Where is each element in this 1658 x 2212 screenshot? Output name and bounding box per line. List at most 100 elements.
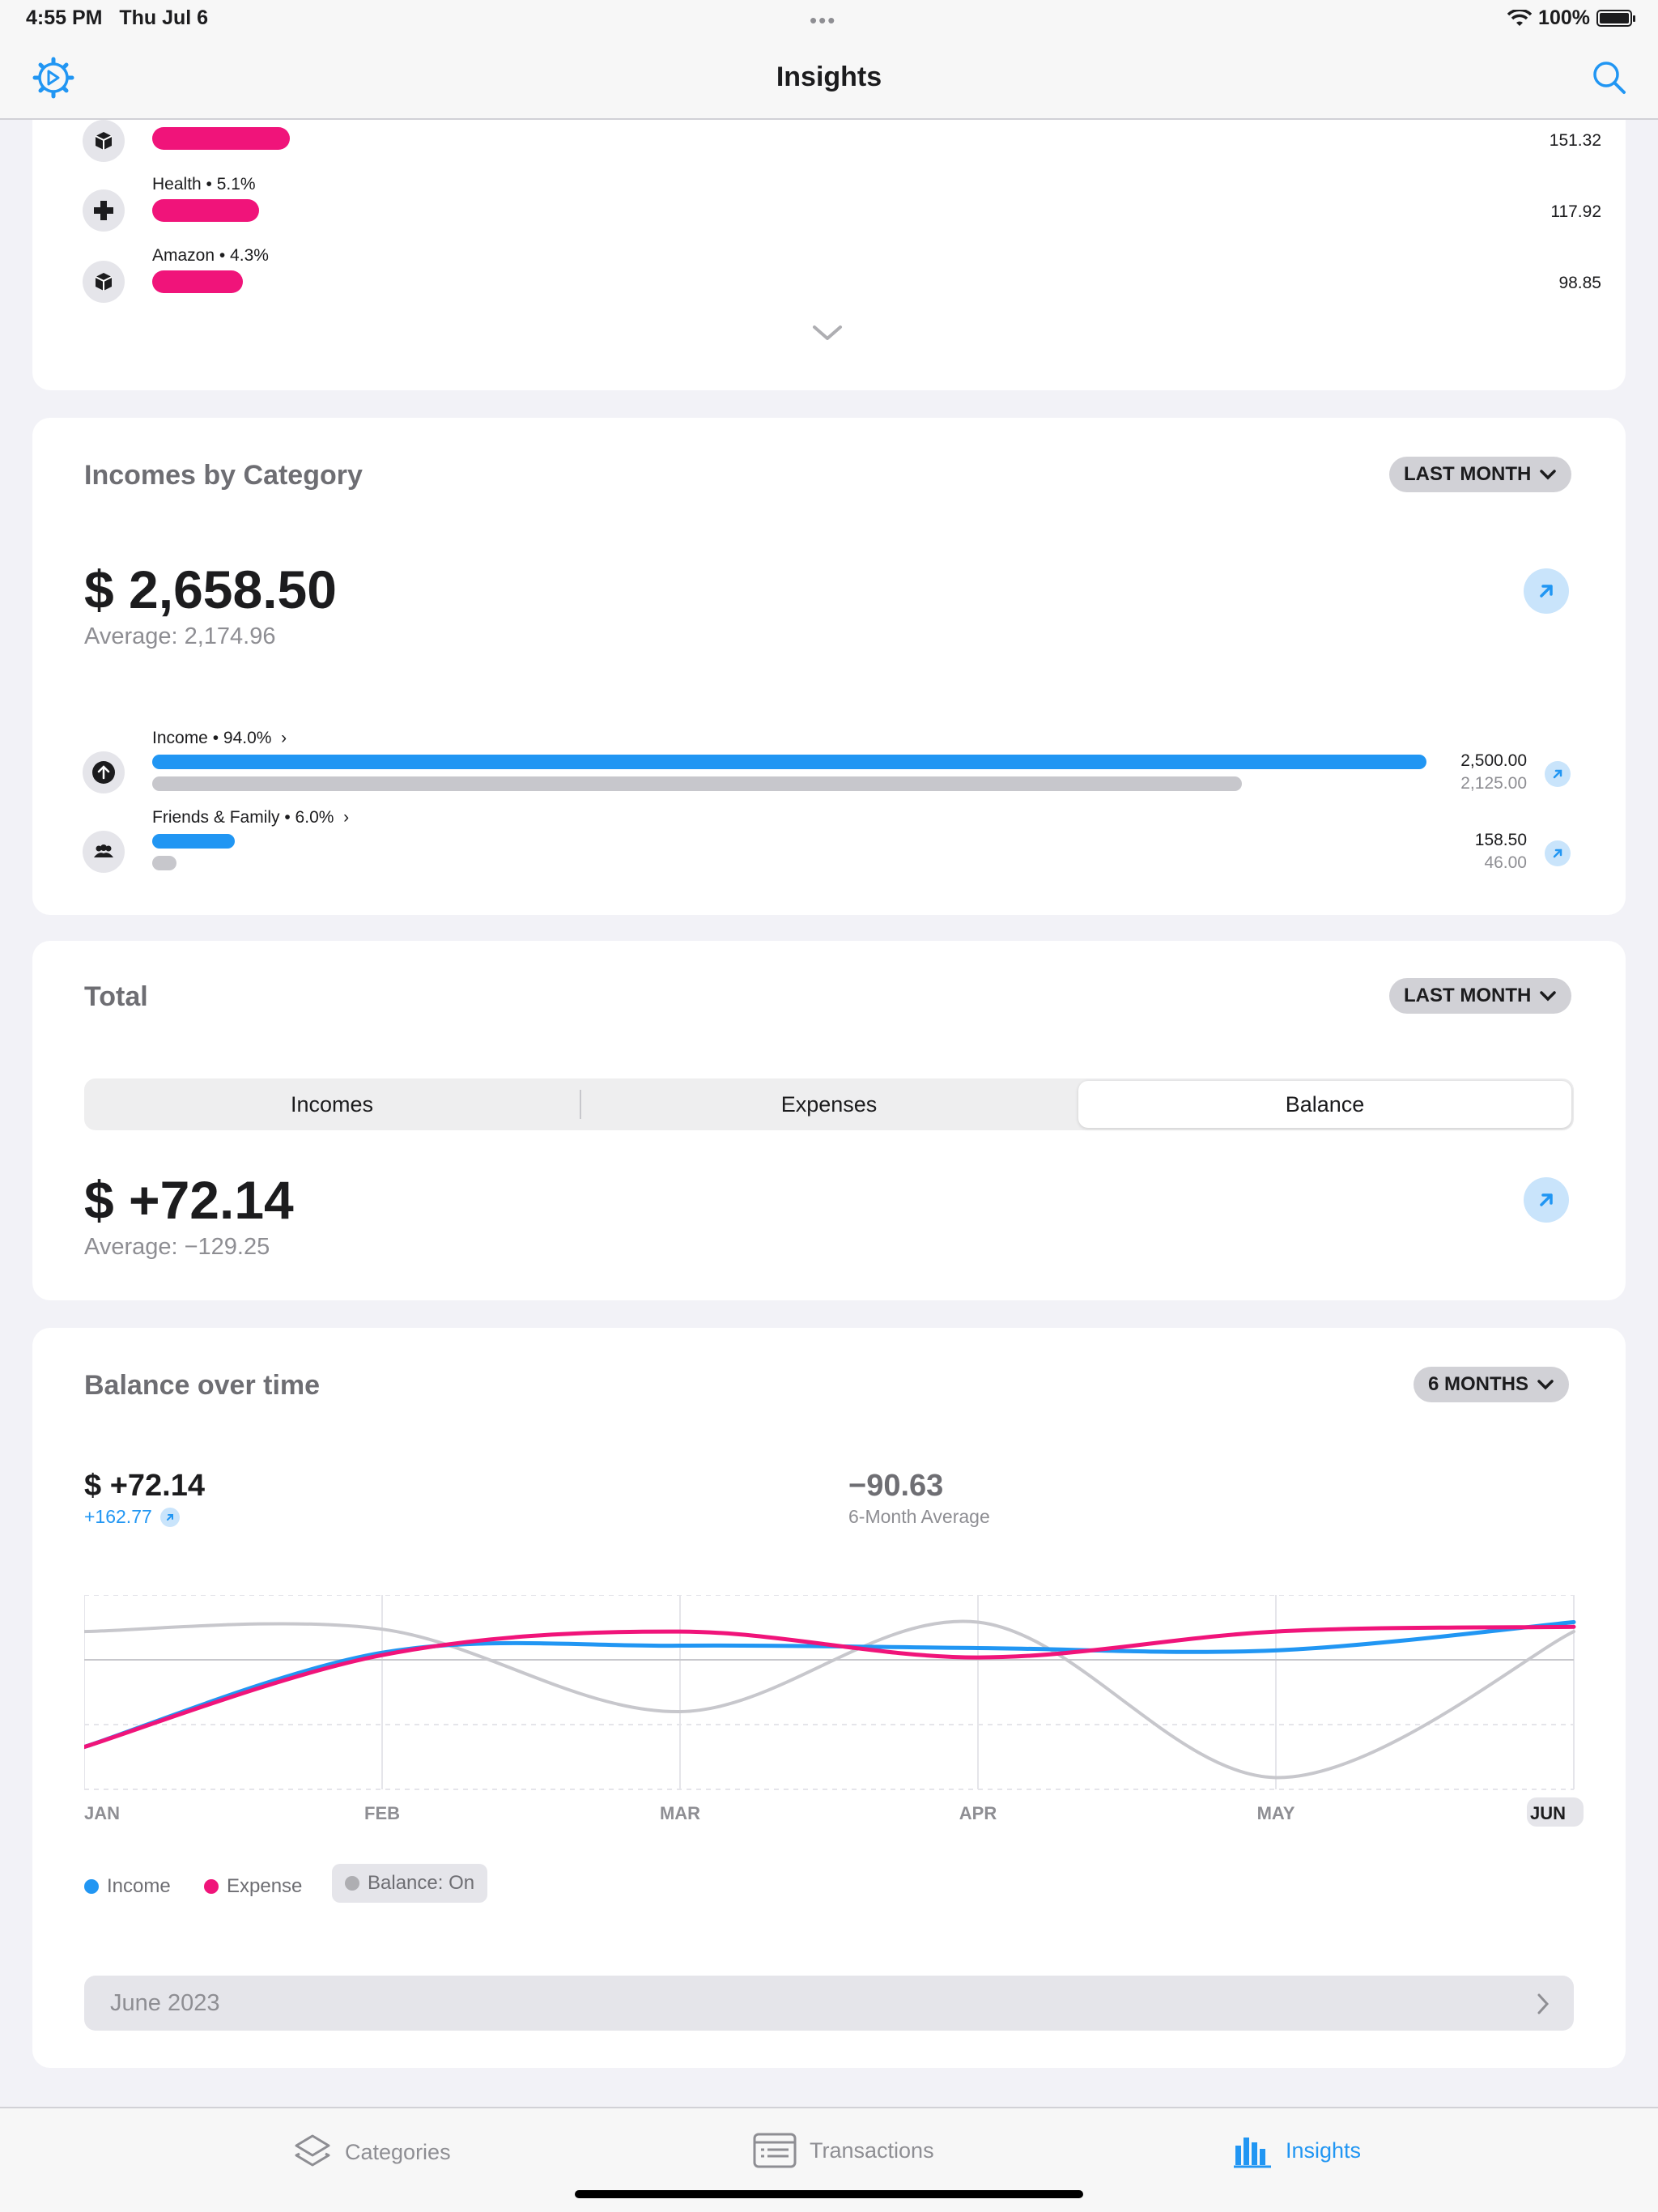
- expense-bar: [152, 199, 259, 222]
- income-total: $ 2,658.50: [84, 559, 337, 619]
- tab-label: Insights: [1286, 2138, 1362, 2163]
- legend-dot: [204, 1879, 219, 1894]
- open-details-button[interactable]: [1524, 1177, 1569, 1223]
- expense-amount: 98.85: [1558, 274, 1601, 292]
- period-label: 6 MONTHS: [1428, 1373, 1529, 1395]
- six-month-average-value: −90.63: [848, 1469, 944, 1503]
- income-average: Average: 2,174.96: [84, 623, 276, 649]
- incomes-by-category-card: Incomes by Category LAST MONTH $ 2,658.5…: [32, 418, 1626, 915]
- income-amount: 158.50: [1474, 831, 1527, 849]
- settings-gear-icon[interactable]: [31, 55, 76, 100]
- series-line-income: [84, 1619, 1576, 1750]
- x-tick-label: JUN: [1530, 1803, 1566, 1823]
- tab-label: Categories: [345, 2139, 451, 2164]
- current-balance: $ +72.14: [84, 1469, 205, 1503]
- people-icon: [83, 831, 125, 873]
- legend-dot: [84, 1879, 99, 1894]
- expenses-by-category-card: 151.32 Health • 5.1% 117.92 Amazon • 4.3…: [32, 120, 1626, 390]
- x-tick-label: FEB: [364, 1803, 400, 1823]
- wifi-icon: [1507, 9, 1533, 26]
- package-icon: [83, 261, 125, 303]
- open-row-button[interactable]: [1545, 840, 1571, 866]
- status-bar: 4:55 PM Thu Jul 6 ••• 100%: [0, 0, 1658, 39]
- chevron-down-icon: [1540, 991, 1557, 1002]
- income-previous-bar: [152, 776, 1242, 791]
- bar-chart-icon: [1234, 2138, 1271, 2168]
- health-cross-icon: [83, 189, 125, 232]
- period-dropdown[interactable]: LAST MONTH: [1389, 457, 1572, 492]
- income-bar: [152, 834, 235, 849]
- expense-label: Amazon • 4.3%: [152, 246, 269, 265]
- legend-dot: [345, 1876, 359, 1891]
- series-line-balance: [84, 1619, 1575, 1780]
- x-tick-label: MAY: [1257, 1803, 1295, 1823]
- income-amount: 2,500.00: [1460, 751, 1527, 770]
- period-dropdown[interactable]: LAST MONTH: [1389, 978, 1572, 1014]
- expense-label: Health • 5.1%: [152, 175, 256, 194]
- segment-incomes[interactable]: Incomes: [290, 1091, 374, 1117]
- legend-expense[interactable]: Expense: [204, 1875, 302, 1898]
- list-icon: [753, 2133, 797, 2168]
- battery-icon: [1596, 10, 1635, 27]
- open-details-button[interactable]: [1524, 568, 1569, 614]
- battery-percent: 100%: [1538, 6, 1590, 29]
- segment-expenses[interactable]: Expenses: [780, 1091, 878, 1117]
- legend-label: Income: [107, 1875, 171, 1897]
- period-dropdown[interactable]: 6 MONTHS: [1414, 1367, 1570, 1402]
- arrow-up-right-icon: [1540, 1193, 1553, 1206]
- status-right: 100%: [1507, 6, 1635, 30]
- x-tick-highlight: [1527, 1797, 1584, 1827]
- arrow-up-circle-icon: [83, 751, 125, 793]
- month-selector[interactable]: June 2023: [84, 1976, 1574, 2031]
- x-tick-label: JAN: [84, 1803, 120, 1823]
- open-row-button[interactable]: [1545, 761, 1571, 787]
- month-label: June 2023: [110, 1990, 220, 2016]
- expense-bar: [152, 270, 243, 293]
- balance-change[interactable]: +162.77: [84, 1506, 180, 1528]
- period-label: LAST MONTH: [1404, 463, 1532, 485]
- balance-toggle[interactable]: Balance: On: [332, 1864, 488, 1903]
- balance-average: Average: −129.25: [84, 1234, 270, 1260]
- nav-bar: Insights: [0, 39, 1658, 120]
- legend-income[interactable]: Income: [84, 1875, 171, 1898]
- search-icon[interactable]: [1587, 55, 1632, 100]
- chevron-down-icon[interactable]: [810, 322, 845, 345]
- page-title: Insights: [776, 62, 882, 92]
- legend-label: Expense: [227, 1875, 303, 1897]
- x-tick-label: MAR: [660, 1803, 700, 1823]
- x-tick-label: APR: [959, 1803, 997, 1823]
- tab-transactions[interactable]: Transactions: [753, 2133, 934, 2168]
- chevron-down-icon: [1537, 1380, 1554, 1390]
- balance-total: $ +72.14: [84, 1170, 294, 1230]
- income-row-label: Income • 94.0% ›: [152, 729, 287, 747]
- tab-insights[interactable]: Insights: [1234, 2133, 1361, 2168]
- expense-bar: [152, 127, 290, 150]
- income-row-label: Friends & Family • 6.0% ›: [152, 808, 350, 827]
- arrow-up-right-icon: [159, 1507, 180, 1527]
- home-indicator: [575, 2190, 1083, 2198]
- income-previous-bar: [152, 856, 176, 870]
- multitasking-dots[interactable]: •••: [810, 8, 837, 32]
- six-month-average-label: 6-Month Average: [848, 1506, 990, 1527]
- period-label: LAST MONTH: [1404, 985, 1532, 1006]
- arrow-up-right-icon: [1540, 585, 1553, 598]
- status-time: 4:55 PM Thu Jul 6: [26, 6, 209, 29]
- segment-balance[interactable]: Balance: [1078, 1081, 1571, 1128]
- card-title: Incomes by Category: [84, 460, 363, 491]
- segmented-control: Incomes Expenses Balance: [84, 1078, 1574, 1130]
- expense-amount: 151.32: [1549, 131, 1601, 150]
- balance-change-value: +162.77: [84, 1506, 152, 1527]
- balance-over-time-card: Balance over time 6 MONTHS $ +72.14 +162…: [32, 1328, 1626, 2068]
- legend-label: Balance: On: [368, 1872, 475, 1894]
- tab-categories[interactable]: Categories: [293, 2133, 451, 2172]
- chevron-right-icon: [1537, 1993, 1550, 2014]
- tab-label: Transactions: [810, 2138, 934, 2163]
- expense-amount: 117.92: [1550, 202, 1601, 221]
- series-line-expense: [84, 1624, 1576, 1750]
- balance-line-chart[interactable]: JAN FEB MAR APR MAY JUN: [84, 1595, 1606, 1838]
- card-title: Total: [84, 981, 148, 1012]
- layers-icon: [295, 2134, 330, 2167]
- card-title: Balance over time: [84, 1370, 321, 1401]
- total-card: Total LAST MONTH Incomes Expenses Balanc…: [32, 941, 1626, 1300]
- arrow-up-right-icon: [1553, 849, 1562, 858]
